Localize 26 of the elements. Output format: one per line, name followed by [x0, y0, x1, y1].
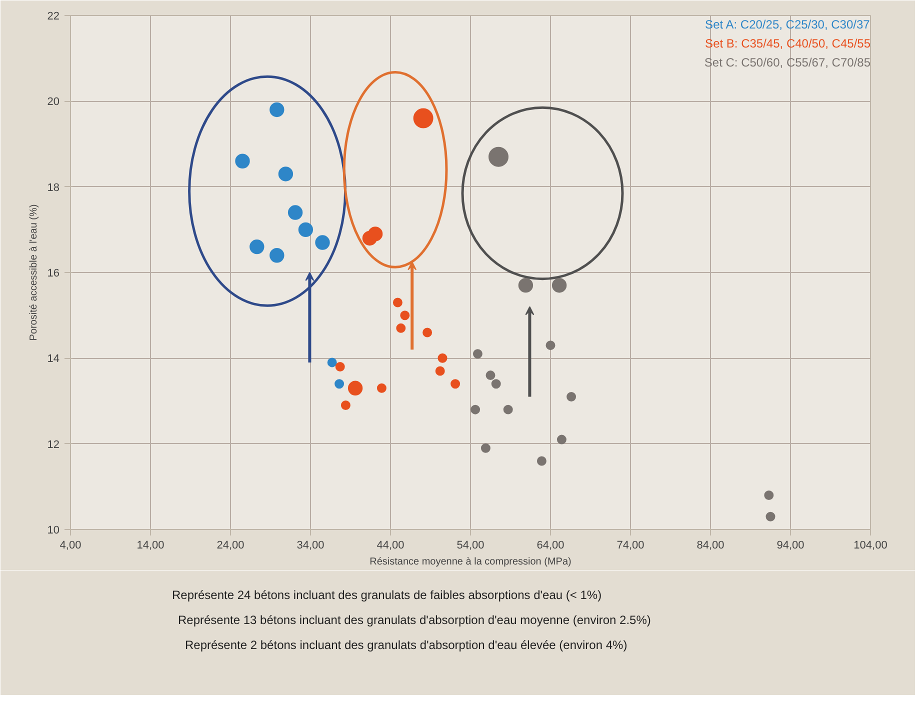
y-tick-label: 18: [47, 182, 60, 194]
text: Représente 2 bétons incluant des granulats d'absorption d'eau élevée (environ 4%): [185, 638, 628, 652]
y-tick-label: 22: [47, 10, 60, 22]
text: Set A: C20/25, C25/30, C30/37: [705, 18, 870, 32]
text: Représente 24 bétons incluant des granulats de faibles absorptions d'eau (< 1%): [172, 588, 602, 602]
x-tick-label: 74,00: [616, 540, 644, 552]
x-tick-label: 64,00: [536, 540, 564, 552]
x-axis-title: Résistance moyenne à la compression (MPa): [370, 556, 572, 568]
y-tick-label: 16: [47, 268, 60, 280]
x-tick-label: 34,00: [296, 540, 324, 552]
x-tick-label: 104,00: [854, 540, 888, 552]
text: Représente 13 bétons incluant des granulats d'absorption d'eau moyenne (environ 2.5%): [178, 613, 651, 627]
y-tick-label: 12: [47, 438, 60, 451]
y-axis-title: Porosité accessible à l'eau (%): [28, 204, 40, 341]
y-tick-label: 20: [47, 96, 60, 108]
x-tick-label: 44,00: [376, 540, 404, 552]
x-tick-label: 14,00: [136, 540, 164, 552]
x-tick-label: 94,00: [776, 540, 804, 552]
y-tick-label: 14: [47, 353, 60, 366]
y-tick-label: 10: [47, 524, 60, 536]
x-tick-label: 84,00: [696, 540, 724, 552]
x-tick-label: 24,00: [216, 540, 244, 552]
x-tick-label: 4,00: [60, 540, 82, 552]
text: Set C: C50/60, C55/67, C70/85: [704, 56, 871, 70]
text: Set B: C35/45, C40/50, C45/55: [705, 36, 871, 50]
x-tick-label: 54,00: [456, 540, 484, 552]
